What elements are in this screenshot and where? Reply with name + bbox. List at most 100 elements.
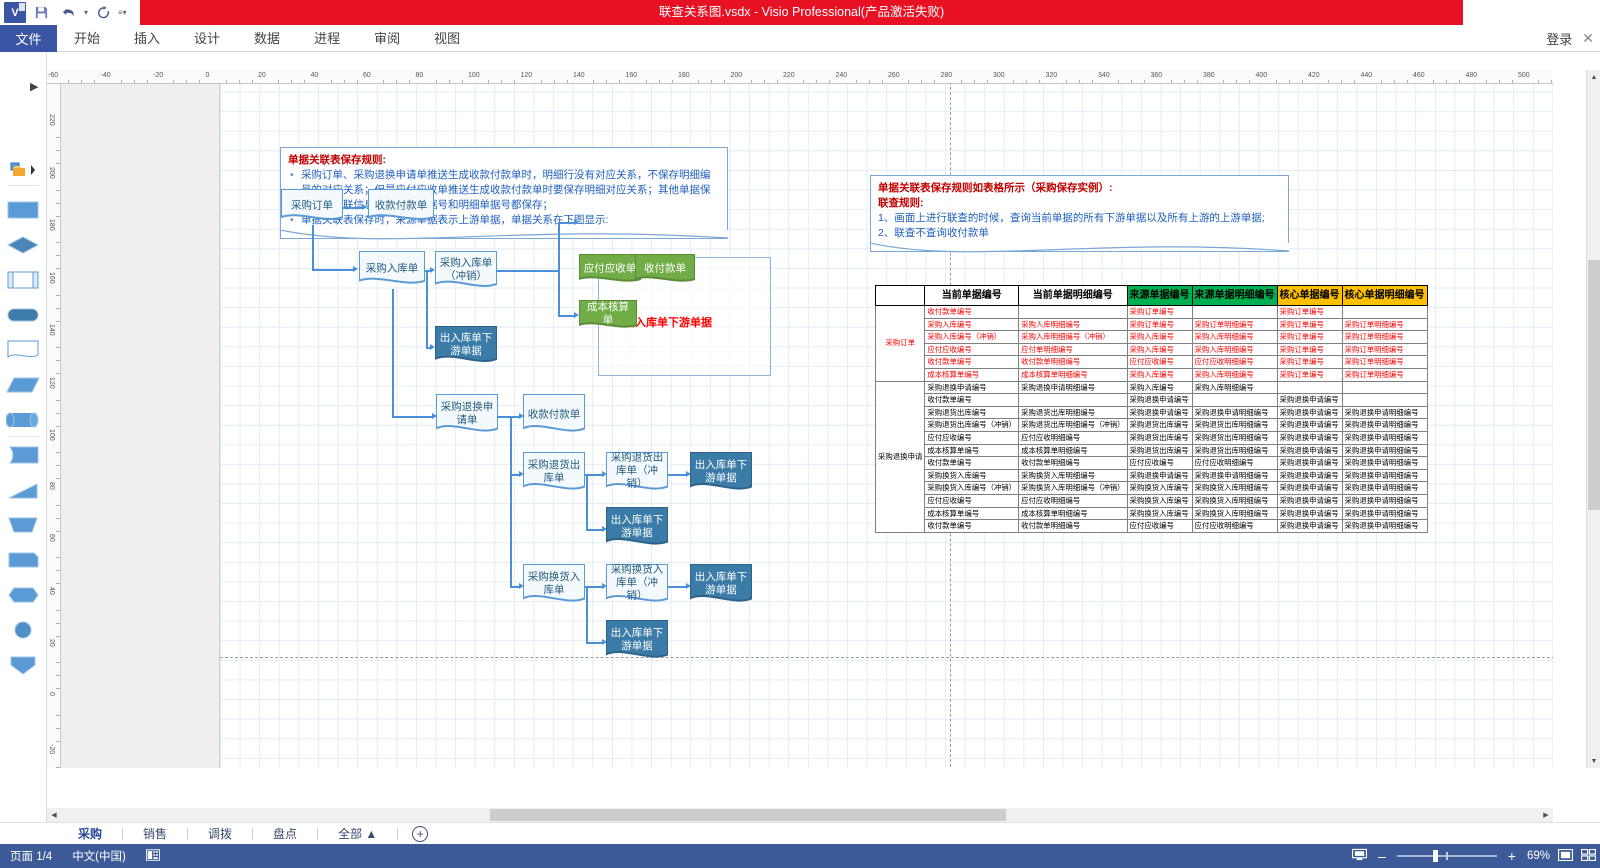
page-tab-采购[interactable]: 采购 (78, 827, 103, 841)
table-cell[interactable]: 应付应收编号 (924, 430, 1020, 445)
table-cell[interactable]: 采购退换申请编号 (1276, 506, 1343, 521)
table-cell[interactable]: 采购换货入库明细编号 (1191, 481, 1278, 495)
table-cell[interactable]: 收付款单编号 (924, 393, 1020, 407)
tab-file[interactable]: 文件 (0, 25, 57, 52)
table-cell[interactable]: 采购换货入库编号 (1126, 481, 1193, 495)
table-cell[interactable] (1191, 393, 1278, 407)
zoom-out-button[interactable]: – (1377, 848, 1386, 864)
add-page-button[interactable]: + (412, 825, 429, 842)
table-cell[interactable]: 采购退货出库编号 (1126, 430, 1193, 445)
table-row[interactable]: 采购换货入库编号 采购换货入库明细编号 采购退换申请编号 采购退换申请明细编号 采购退换… (876, 468, 1428, 483)
table-cell[interactable]: 采购退换申请明细编号 (1341, 481, 1428, 495)
horizontal-scrollbar[interactable]: ◀ ▶ (47, 808, 1553, 822)
table-cell[interactable]: 采购订单明细编号 (1191, 317, 1278, 332)
table-cell[interactable]: 采购退换申请明细编号 (1191, 468, 1278, 483)
trapezoid-shape[interactable] (0, 472, 47, 507)
page-tab-all[interactable]: 全部 ▲ (338, 827, 378, 841)
table-cell[interactable]: 收付款单编号 (924, 355, 1020, 369)
table-cell[interactable]: 采购退换申请编号 (1276, 468, 1343, 483)
diagram-node-n9[interactable]: 采购退换申请单 (436, 394, 498, 438)
relation-table[interactable]: 当前单据编号 当前单据明细编号 来源单据编号 来源单据明细编号 核心单据编号 核心单据明细… (874, 285, 1428, 533)
table-row[interactable]: 收付款单编号 收付款单明细编号 应付应收编号 应付应收明细编号 采购订单编号 采购订单明细… (876, 355, 1428, 369)
undo-icon[interactable] (56, 1, 82, 24)
table-cell[interactable]: 采购订单编号 (1276, 317, 1343, 332)
normal-view-icon[interactable] (1558, 848, 1573, 864)
diagram-node-n6[interactable]: 收付款单 (635, 254, 695, 286)
page-tab-调拨[interactable]: 调拨 (208, 827, 233, 841)
table-row[interactable]: 采购退货出库编号 采购退货出库明细编号 采购退换申请编号 采购退换申请明细编号 采购退换… (876, 405, 1428, 420)
help-button[interactable]: ? (1477, 5, 1485, 20)
table-cell[interactable]: 采购换货入库明细编号 (1191, 493, 1278, 508)
diagram-node-n16[interactable]: 采购换货入库单（冲销） (606, 563, 668, 608)
table-cell[interactable]: 采购订单编号 (1126, 317, 1193, 332)
table-row[interactable]: 收付款单编号 收付款单明细编号 应付应收编号 应付应收明细编号 采购退换申请编号 采购退换… (876, 456, 1428, 470)
table-cell[interactable]: 采购退货出库明细编号 (1191, 443, 1278, 458)
table-cell[interactable]: 采购订单编号 (1276, 305, 1343, 319)
table-cell[interactable]: 采购退换申请编号 (1126, 405, 1193, 420)
diagram-node-n13[interactable]: 出入库单下游单据 (690, 452, 752, 496)
table-cell[interactable]: 采购入库编号 (924, 317, 1020, 332)
table-cell[interactable]: 采购退换申请编号 (1276, 493, 1343, 508)
circle-shape[interactable] (0, 612, 47, 647)
table-row[interactable]: 采购入库编号 采购入库明细编号 采购订单编号 采购订单明细编号 采购订单编号 采购订单明细… (876, 317, 1428, 332)
page-tab-盘点[interactable]: 盘点 (273, 827, 298, 841)
diagram-node-n18[interactable]: 出入库单下游单据 (606, 620, 668, 664)
table-cell[interactable]: 应付应收编号 (924, 493, 1020, 508)
tab-2[interactable]: 设计 (194, 31, 221, 46)
drawing-canvas[interactable]: 单据关联表保存规则: 采购订单、采购退换申请单推送生成收款付款单时，明细行没有对… (61, 84, 1553, 768)
table-cell[interactable]: 应付应收明细编号 (1018, 493, 1128, 508)
table-cell[interactable]: 应付应收编号 (1126, 456, 1193, 470)
table-cell[interactable]: 采购入库明细编号 (1191, 380, 1278, 395)
diagram-node-n1[interactable]: 采购订单 (281, 189, 343, 225)
parallelogram-shape[interactable] (0, 367, 47, 402)
table-cell[interactable]: 采购入库编号 (1126, 342, 1193, 357)
table-cell[interactable]: 采购退换申请编号 (1276, 481, 1343, 495)
table-row[interactable]: 成本核算单编号 成本核算单明细编号 采购入库编号 采购入库明细编号 采购订单编号 采购订单… (876, 367, 1428, 382)
table-cell[interactable]: 收付款单编号 (924, 456, 1020, 470)
table-cell[interactable]: 采购换货入库编号（冲销） (924, 481, 1020, 495)
fit-page-icon[interactable] (1351, 848, 1368, 864)
macro-record-icon[interactable] (136, 848, 170, 864)
table-cell[interactable]: 采购订单明细编号 (1341, 317, 1428, 332)
table-cell[interactable]: 采购退货出库明细编号 (1191, 418, 1278, 432)
table-cell[interactable]: 成本核算单明细编号 (1018, 367, 1128, 382)
tab-6[interactable]: 视图 (434, 31, 461, 46)
table-cell[interactable]: 采购退货出库编号（冲销） (924, 418, 1020, 432)
page-tab-销售[interactable]: 销售 (143, 827, 168, 841)
drawing-page[interactable]: 单据关联表保存规则: 采购订单、采购退换申请单推送生成收款付款单时，明细行没有对… (220, 84, 1553, 768)
table-cell[interactable] (1341, 305, 1428, 319)
table-cell[interactable]: 采购退换申请明细编号 (1341, 405, 1428, 420)
table-cell[interactable]: 采购换货入库编号 (1126, 506, 1193, 521)
restore-button[interactable]: ▢ (1542, 4, 1556, 20)
table-cell[interactable]: 采购入库明细编号 (1191, 342, 1278, 357)
redo-icon[interactable] (90, 1, 116, 24)
table-cell[interactable] (1341, 393, 1428, 407)
table-cell[interactable]: 采购退换申请编号 (1276, 405, 1343, 420)
shapes-folder-icon[interactable] (10, 162, 40, 178)
diagram-node-n11[interactable]: 采购退货出库单 (523, 452, 585, 496)
scroll-right-icon[interactable]: ▶ (1539, 808, 1553, 822)
table-cell[interactable]: 采购入库编号 (1126, 330, 1193, 344)
tab-3[interactable]: 数据 (254, 31, 281, 46)
table-row[interactable]: 成本核算单编号 成本核算单明细编号 采购换货入库编号 采购换货入库明细编号 采购退换申请… (876, 506, 1428, 521)
signin-link[interactable]: 登录 (1546, 32, 1573, 47)
table-cell[interactable]: 采购换货入库明细编号 (1191, 506, 1278, 521)
table-cell[interactable]: 采购退换申请明细编号 (1018, 380, 1128, 395)
table-cell[interactable]: 收付款单明细编号 (1018, 456, 1128, 470)
rectangle-shape[interactable] (0, 192, 47, 227)
tab-0[interactable]: 开始 (74, 31, 101, 46)
table-cell[interactable]: 采购退换申请明细编号 (1341, 430, 1428, 445)
table-cell[interactable]: 采购退换申请编号 (1276, 393, 1343, 407)
table-row[interactable]: 采购订单 收付款单编号 采购订单编号 采购订单编号 (874, 305, 1428, 382)
table-cell[interactable]: 采购退换申请编号 (1126, 468, 1193, 483)
tab-5[interactable]: 审阅 (374, 31, 401, 46)
table-cell[interactable]: 采购入库明细编号 (1018, 317, 1128, 332)
close-button[interactable]: ✕ (1577, 4, 1589, 20)
table-cell[interactable]: 采购退换申请明细编号 (1341, 493, 1428, 508)
document-shape[interactable] (0, 332, 47, 367)
table-cell[interactable]: 采购退换申请编号 (924, 380, 1020, 395)
diagram-node-n5[interactable]: 应付应收单 (579, 254, 641, 286)
table-cell[interactable]: 采购退货出库编号 (924, 405, 1020, 420)
table-row[interactable]: 采购退货出库编号（冲销） 采购退货出库明细编号（冲销） 采购退货出库编号 采购退货出库… (876, 418, 1428, 432)
diagram-node-n14[interactable]: 出入库单下游单据 (606, 507, 668, 551)
